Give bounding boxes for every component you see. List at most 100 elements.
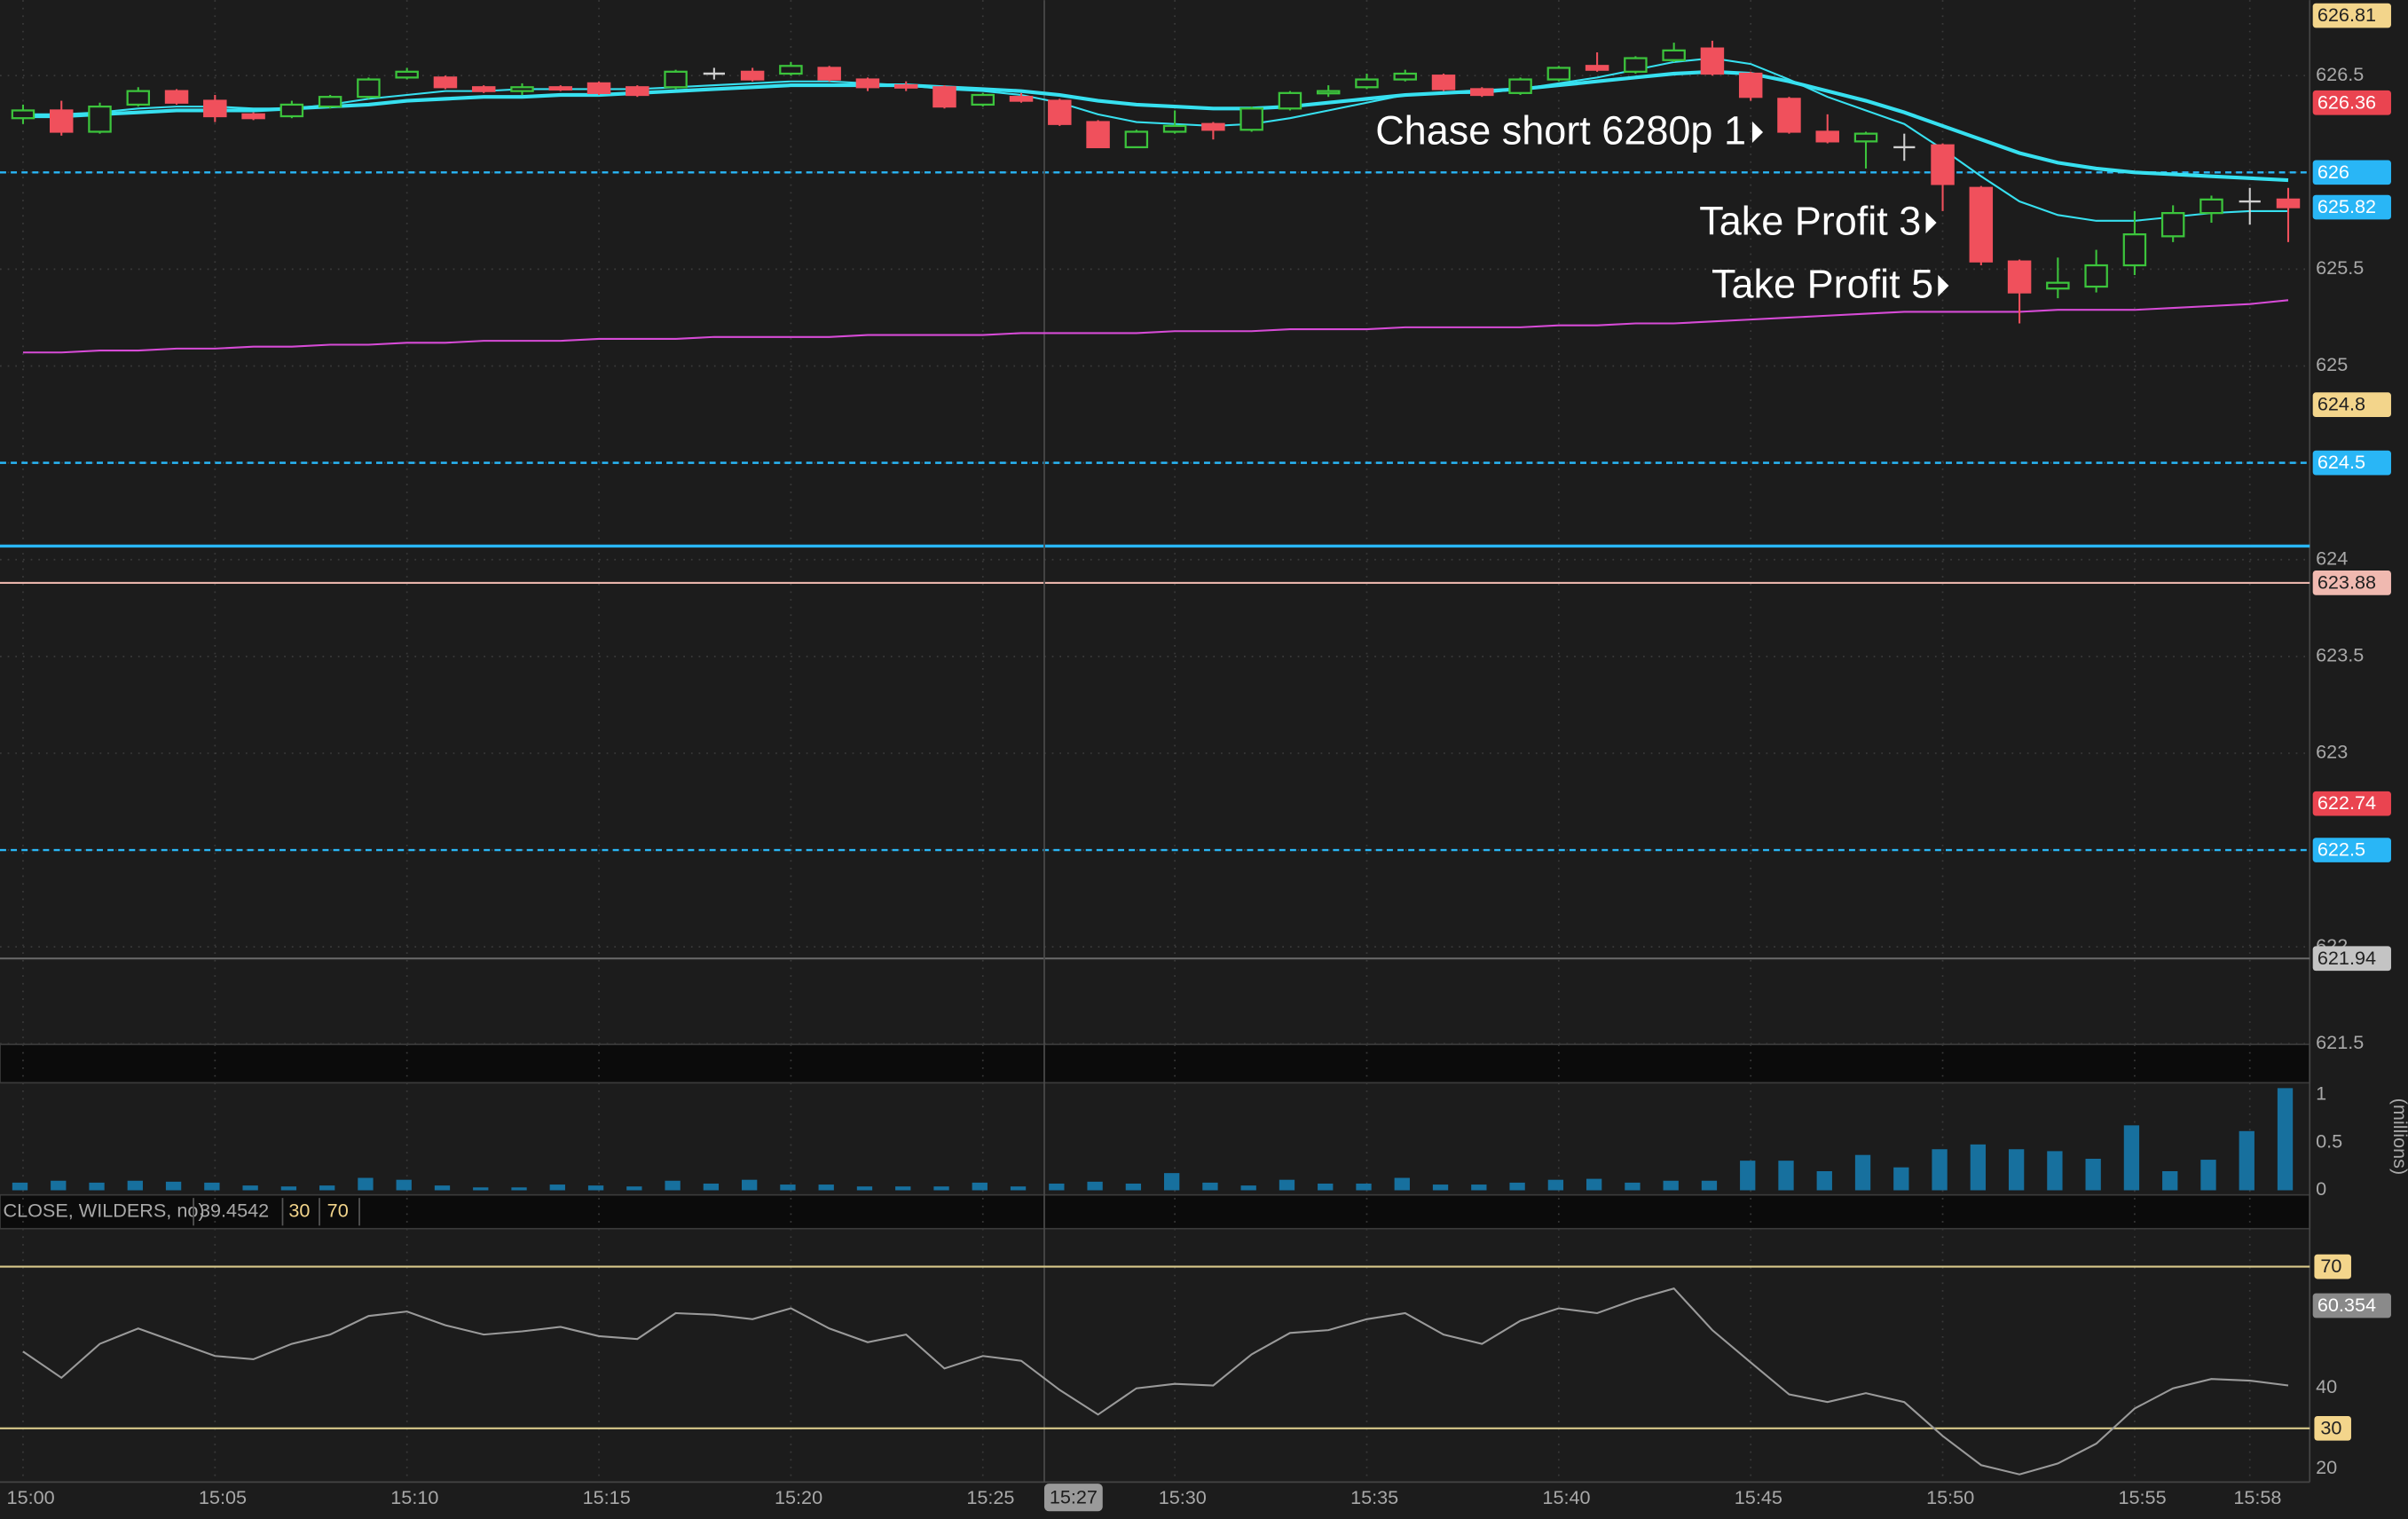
- candle-body: [510, 86, 534, 92]
- annotation: Take Profit 3: [1699, 199, 1921, 244]
- candle-body: [2160, 211, 2185, 238]
- price-label: 625.82: [2318, 195, 2376, 217]
- rsi-header: CLOSE, WILDERS, no): [3, 1199, 204, 1221]
- x-tick-label: 15:05: [199, 1486, 247, 1508]
- volume-bar: [1663, 1180, 1679, 1191]
- candle-body: [855, 78, 880, 89]
- price-label-box: [2312, 450, 2391, 476]
- indicator-line: [22, 69, 2289, 183]
- volume-bar: [1279, 1179, 1295, 1191]
- x-tick-label: 15:55: [2118, 1486, 2166, 1508]
- x-tick-label: 15:10: [390, 1486, 438, 1508]
- y-tick-label: 626.5: [2316, 63, 2364, 85]
- candle-body: [318, 96, 342, 108]
- rsi-header-value: 39.4542: [200, 1199, 269, 1221]
- volume-bar: [1318, 1183, 1334, 1191]
- volume-bar: [1970, 1144, 1987, 1191]
- candle-body: [2007, 260, 2032, 294]
- candle-body: [1009, 96, 1034, 102]
- candle-body: [433, 76, 458, 89]
- price-label: 623.88: [2318, 571, 2376, 593]
- volume-bar: [127, 1180, 143, 1191]
- x-tick-label: 15:30: [1159, 1486, 1207, 1508]
- volume-bar: [626, 1186, 642, 1191]
- level-label: 70: [2320, 1255, 2341, 1277]
- candle-body: [893, 83, 918, 89]
- annotation: Chase short 6280p 1: [1375, 108, 1746, 153]
- price-label: 626: [2318, 161, 2349, 183]
- y-tick-label: 624: [2316, 547, 2348, 569]
- y-axis-label: (millions): [2389, 1098, 2408, 1176]
- volume-bar: [1125, 1183, 1142, 1191]
- candle-body: [1585, 65, 1609, 71]
- rsi-line: [22, 1287, 2289, 1476]
- candle-body: [357, 78, 381, 98]
- volume-bar: [818, 1185, 834, 1191]
- volume-bar: [1625, 1182, 1641, 1191]
- x-tick-label: 15:15: [583, 1486, 631, 1508]
- volume-bar: [549, 1185, 565, 1191]
- candle-body: [779, 65, 803, 75]
- candle-body: [971, 93, 995, 106]
- price-label: 622.74: [2318, 791, 2376, 814]
- candle-body: [933, 86, 956, 108]
- volume-bar: [2239, 1130, 2255, 1191]
- crosshair-label: 15:27: [1050, 1485, 1098, 1507]
- volume-bar: [1240, 1185, 1256, 1191]
- volume-bar: [319, 1185, 335, 1191]
- price-label-box: [2312, 571, 2391, 595]
- y-tick-label: 625: [2316, 353, 2348, 375]
- candle-body: [126, 90, 151, 106]
- price-label-box: [2312, 946, 2391, 972]
- candle-body: [1162, 124, 1187, 133]
- volume-bar: [933, 1186, 949, 1191]
- volume-bar: [1049, 1183, 1065, 1191]
- candle-body: [1777, 98, 1801, 133]
- y-tick-label: 40: [2316, 1375, 2337, 1397]
- candle-body: [1969, 186, 1994, 263]
- price-label: 622.5: [2318, 838, 2365, 861]
- level-label-box: [2314, 1254, 2351, 1279]
- rsi-header-param: 30: [288, 1199, 310, 1221]
- volume-bar: [1932, 1149, 1948, 1191]
- level-label: 30: [2320, 1416, 2341, 1438]
- volume-bar: [2047, 1151, 2063, 1191]
- volume-bar: [89, 1182, 105, 1191]
- volume-bar: [2008, 1149, 2025, 1191]
- volume-bar: [204, 1182, 220, 1191]
- annotation-marker: [1751, 121, 1764, 144]
- price-label-box: [2312, 838, 2391, 862]
- volume-bar: [1816, 1170, 1832, 1191]
- volume-bar: [2123, 1125, 2140, 1191]
- candle-body: [740, 70, 765, 81]
- candle-body: [164, 90, 189, 104]
- candle-body: [2084, 264, 2108, 288]
- last-label: 60.354: [2318, 1294, 2376, 1316]
- candle-body: [1124, 130, 1149, 149]
- candle-body: [664, 70, 688, 89]
- volume-bar: [2277, 1088, 2294, 1191]
- candle-body: [2199, 198, 2223, 215]
- volume-bar: [242, 1185, 258, 1191]
- x-tick-label: 15:35: [1350, 1486, 1398, 1508]
- price-label: 621.94: [2318, 947, 2376, 969]
- x-tick-label: 15:25: [966, 1486, 1014, 1508]
- x-tick-label: 15:45: [1735, 1486, 1782, 1508]
- volume-bar: [165, 1181, 182, 1191]
- indicator-line: [22, 299, 2289, 354]
- price-label: 626.81: [2318, 4, 2376, 26]
- candle-body: [1662, 49, 1686, 61]
- candle-body: [626, 86, 649, 97]
- price-label-box: [2312, 90, 2391, 115]
- y-tick-label: 623: [2316, 741, 2348, 763]
- pane-divider: [0, 1043, 2311, 1084]
- x-tick-label: 15:20: [775, 1486, 822, 1508]
- rsi-header-param: 70: [327, 1199, 349, 1221]
- x-tick-label: 15:50: [1926, 1486, 1974, 1508]
- candle-body: [2046, 281, 2070, 290]
- price-label: 626.36: [2318, 91, 2376, 113]
- candle-body: [1048, 99, 1072, 125]
- y-tick-label: 625.5: [2316, 256, 2364, 279]
- price-label-box: [2312, 194, 2391, 220]
